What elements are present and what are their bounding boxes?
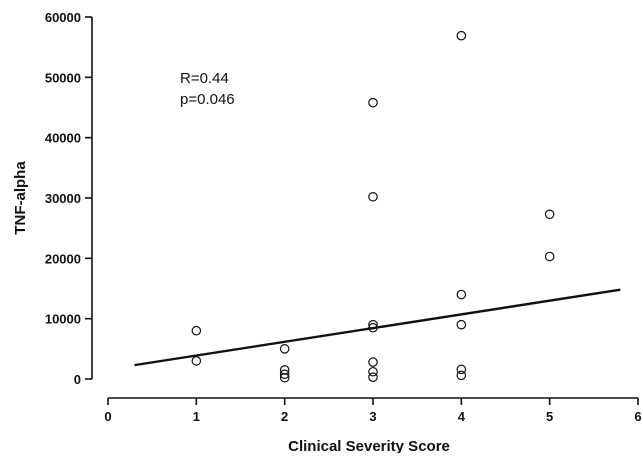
data-point xyxy=(544,251,555,262)
data-point xyxy=(279,372,290,383)
data-points xyxy=(191,30,555,383)
data-point xyxy=(368,357,378,367)
y-tick-label: 20000 xyxy=(45,251,81,266)
y-tick-label: 30000 xyxy=(45,191,81,206)
regression-line-group xyxy=(134,288,621,367)
y-tick-label: 10000 xyxy=(45,312,81,327)
data-point xyxy=(279,369,290,379)
data-point xyxy=(456,289,467,300)
y-tick-label: 0 xyxy=(74,372,81,387)
axes: 0 1 2 3 4 5 6 0 10000 20000 30000 40000 50000 60000 xyxy=(45,10,642,424)
y-tick-label: 60000 xyxy=(45,10,81,25)
x-tick-label: 6 xyxy=(634,409,641,424)
y-tick-label: 50000 xyxy=(45,70,81,85)
y-axis-title: TNF-alpha xyxy=(12,161,29,235)
data-point xyxy=(544,209,555,220)
x-axis-title: Clinical Severity Score xyxy=(288,438,450,453)
x-tick-label: 5 xyxy=(546,409,553,424)
x-tick-label: 0 xyxy=(104,409,111,424)
data-point xyxy=(368,372,378,382)
x-tick-label: 3 xyxy=(369,409,376,424)
x-tick-label: 2 xyxy=(281,409,288,424)
y-tick-label: 40000 xyxy=(45,131,81,146)
annotations: R=0.44 p=0.046 xyxy=(180,70,235,108)
data-point xyxy=(456,364,467,375)
annotation-r: R=0.44 xyxy=(180,70,229,87)
x-tick-label: 4 xyxy=(458,409,466,424)
data-point xyxy=(368,97,378,108)
data-point xyxy=(191,325,202,336)
x-tick-label: 1 xyxy=(193,409,200,424)
data-point xyxy=(368,366,378,377)
data-point xyxy=(456,319,467,330)
data-point xyxy=(456,370,467,381)
data-point xyxy=(456,30,467,41)
regression-line xyxy=(134,288,621,367)
data-point xyxy=(279,344,290,354)
data-point xyxy=(191,356,202,366)
data-point xyxy=(368,191,378,202)
annotation-p: p=0.046 xyxy=(180,91,235,108)
